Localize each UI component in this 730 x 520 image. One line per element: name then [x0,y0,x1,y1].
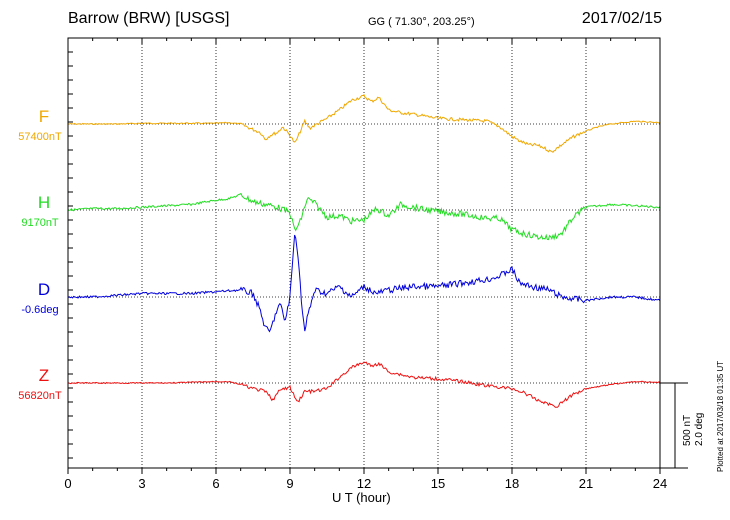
series-name-d: D [38,280,50,299]
grid-layer [68,38,660,468]
plotted-at-note: Plotted at 2017/03/18 01:35 UT [716,360,725,472]
axis-layer: 0 3 6 9 12 15 18 21 24 F 57400nT H 9170nT D -0.6deg Z 56… [18,37,688,491]
trace-f [67,94,661,153]
plot-frame [67,37,661,469]
x-tick-label: 3 [138,476,145,491]
station-coordinates: GG ( 71.30°, 203.25°) [368,16,475,28]
x-tick-label: 9 [286,476,293,491]
trace-d [67,234,661,333]
x-tick-label: 6 [212,476,219,491]
x-tick-label: 0 [64,476,71,491]
x-tick-label: 24 [653,476,667,491]
station-title: Barrow (BRW) [USGS] [68,10,230,27]
series-baseline-label-h: 9170nT [21,217,59,229]
scale-label-deg: 2.0 deg [694,412,705,446]
traces-layer [67,94,661,408]
series-name-h: H [38,193,50,212]
trace-z [67,361,661,408]
series-baseline-label-d: -0.6deg [21,304,58,316]
chart-date: 2017/02/15 [581,10,662,27]
scale-label-nt: 500 nT [682,414,693,446]
x-tick-label: 12 [357,476,371,491]
x-tick-label: 21 [579,476,593,491]
series-baseline-label-f: 57400nT [18,131,62,143]
x-axis-label: U T (hour) [332,490,391,505]
x-tick-label: 18 [505,476,519,491]
series-baseline-label-z: 56820nT [18,390,62,402]
series-name-z: Z [39,366,49,385]
series-name-f: F [39,107,49,126]
x-tick-label: 15 [431,476,445,491]
trace-h [67,192,661,241]
